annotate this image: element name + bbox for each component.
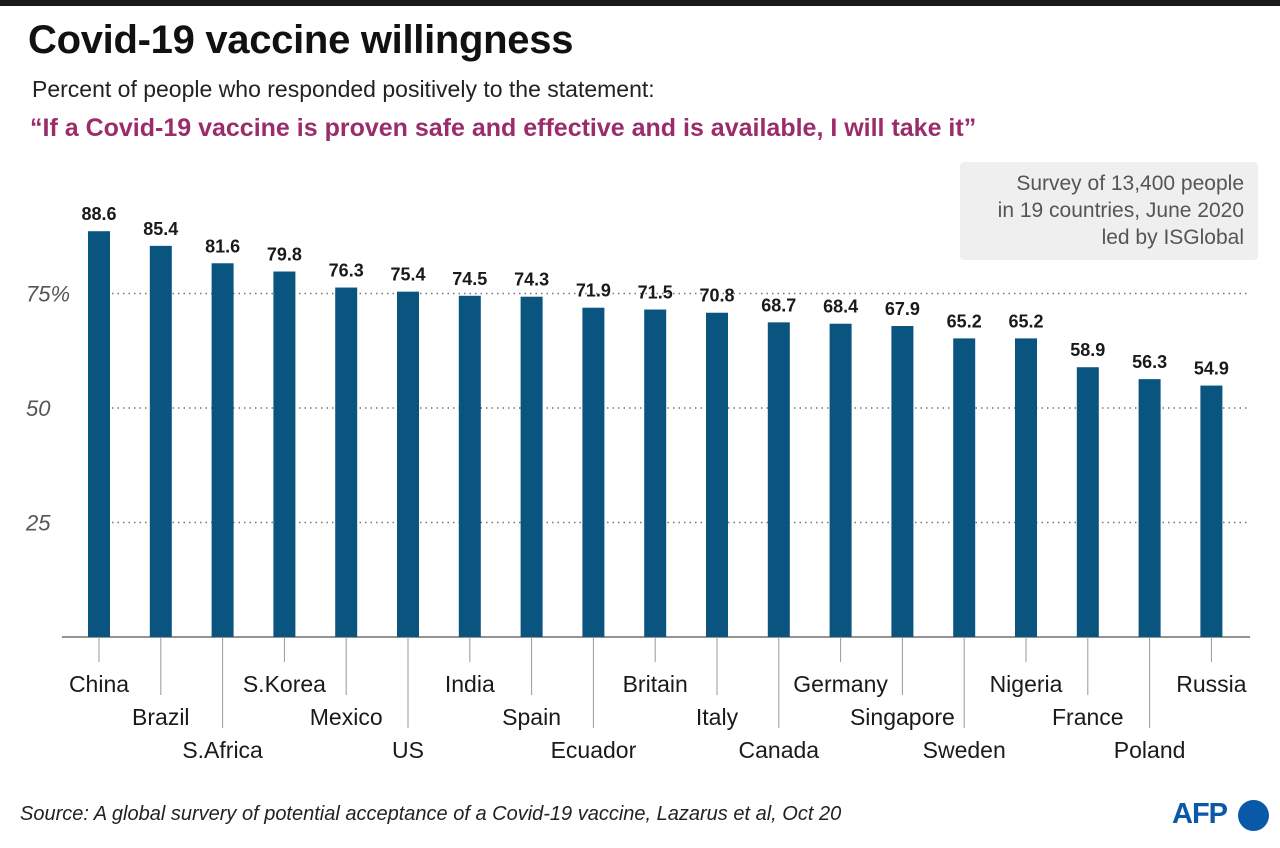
- data-label: 56.3: [1132, 352, 1167, 372]
- bar: [891, 326, 914, 637]
- source-note: Source: A global survery of potential ac…: [20, 803, 842, 825]
- category-label: S.Korea: [243, 671, 326, 697]
- page-title: Covid-19 vaccine willingness: [28, 18, 574, 62]
- bar: [644, 309, 667, 637]
- survey-note-line: in 19 countries, June 2020: [997, 199, 1244, 222]
- bar: [88, 231, 110, 637]
- data-label: 65.2: [1008, 311, 1043, 331]
- category-label: S.Africa: [182, 737, 263, 763]
- category-label: Poland: [1114, 737, 1186, 763]
- data-label: 70.8: [699, 286, 734, 306]
- subtitle: Percent of people who responded positive…: [32, 76, 655, 102]
- data-label: 74.5: [452, 269, 487, 289]
- category-label: Sweden: [923, 737, 1006, 763]
- category-label: Nigeria: [990, 671, 1063, 697]
- bar: [211, 263, 234, 637]
- y-tick-label: 25: [25, 511, 51, 536]
- quote-statement: “If a Covid-19 vaccine is proven safe an…: [30, 114, 977, 142]
- survey-note-line: Survey of 13,400 people: [1016, 172, 1244, 195]
- bar: [706, 312, 728, 637]
- category-label: Russia: [1176, 671, 1247, 697]
- bar: [582, 307, 605, 637]
- bar: [149, 245, 172, 638]
- category-label: France: [1052, 704, 1124, 730]
- data-label: 79.8: [267, 245, 302, 265]
- y-tick-label: 75%: [26, 282, 70, 307]
- bar: [1200, 385, 1223, 637]
- bar: [1076, 367, 1099, 637]
- category-label: Spain: [502, 704, 561, 730]
- category-label: Britain: [623, 671, 688, 697]
- afp-logo: AFP: [1172, 798, 1270, 834]
- data-label: 74.3: [514, 270, 549, 290]
- category-label: Brazil: [132, 704, 190, 730]
- category-label: Mexico: [310, 704, 383, 730]
- data-label: 68.7: [761, 295, 796, 315]
- bar: [829, 323, 852, 637]
- y-tick-label: 50: [26, 396, 51, 421]
- category-label: China: [69, 671, 129, 697]
- data-label: 71.9: [576, 281, 611, 301]
- category-label: Italy: [696, 704, 739, 730]
- data-label: 81.6: [205, 236, 240, 256]
- category-label: Germany: [793, 671, 888, 697]
- data-label: 85.4: [143, 219, 178, 239]
- data-label: 75.4: [390, 265, 425, 285]
- bar: [1015, 338, 1037, 637]
- bar: [520, 296, 543, 637]
- category-label: Canada: [739, 737, 820, 763]
- afp-logo-dot: [1238, 800, 1269, 831]
- bar: [335, 287, 358, 637]
- category-label: Ecuador: [551, 737, 637, 763]
- bar: [953, 338, 976, 637]
- top-rule: [0, 0, 1280, 6]
- survey-note: Survey of 13,400 people in 19 countries,…: [960, 162, 1258, 260]
- data-label: 68.4: [823, 297, 858, 317]
- category-label: US: [392, 737, 424, 763]
- data-label: 58.9: [1070, 340, 1105, 360]
- data-label: 88.6: [81, 204, 116, 224]
- data-label: 71.5: [638, 283, 673, 303]
- bar: [1138, 379, 1161, 637]
- data-label: 65.2: [947, 311, 982, 331]
- category-label: Singapore: [850, 704, 955, 730]
- survey-note-line: led by ISGlobal: [1101, 226, 1244, 249]
- bar: [397, 291, 419, 637]
- data-label: 76.3: [329, 261, 364, 281]
- bar: [767, 322, 790, 637]
- afp-logo-text: AFP: [1172, 798, 1228, 830]
- data-label: 67.9: [885, 299, 920, 319]
- bar: [273, 271, 296, 637]
- data-label: 54.9: [1194, 359, 1229, 379]
- category-label: India: [445, 671, 495, 697]
- bar: [458, 295, 481, 637]
